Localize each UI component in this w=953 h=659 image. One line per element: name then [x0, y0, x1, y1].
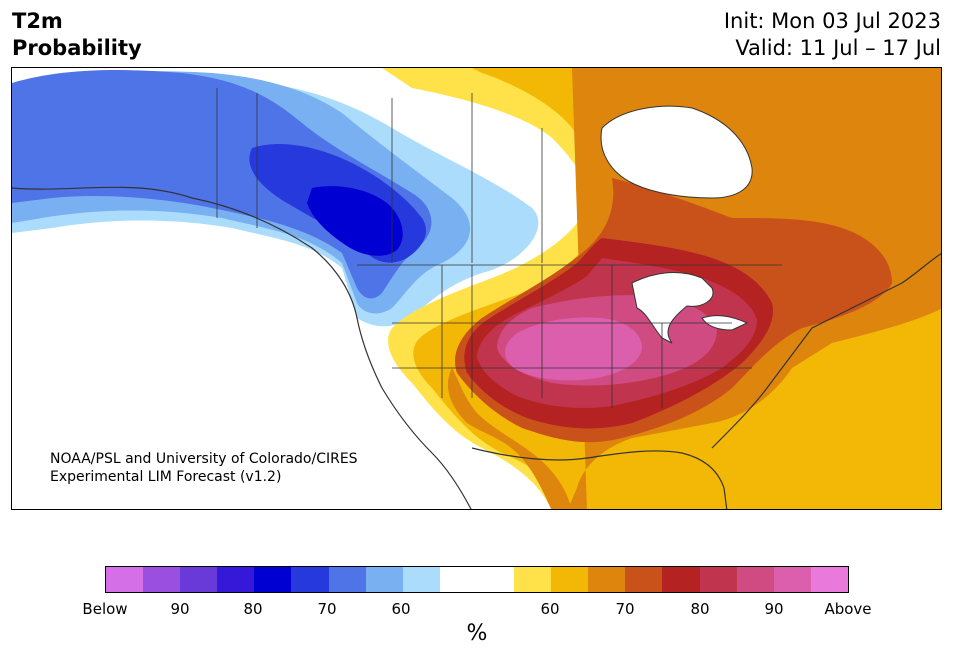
colorbar-tick-label: 60 — [391, 600, 411, 618]
map-title: T2m Probability — [12, 8, 142, 62]
colorbar-tick-label: 60 — [540, 600, 560, 618]
probability-colorbar — [105, 566, 849, 593]
colorbar-segment — [699, 567, 737, 592]
probability-map: NOAA/PSL and University of Colorado/CIRE… — [11, 67, 942, 510]
colorbar-segment — [662, 567, 700, 592]
gulf-coastline — [471, 447, 728, 509]
great-lakes — [631, 272, 749, 344]
colorbar-unit: % — [466, 621, 488, 646]
colorbar-tick-label: 80 — [243, 600, 263, 618]
credit-line-1: NOAA/PSL and University of Colorado/CIRE… — [50, 451, 358, 467]
forecast-dates: Init: Mon 03 Jul 2023 Valid: 11 Jul – 17… — [724, 8, 941, 62]
colorbar-segment — [514, 567, 552, 592]
title-product: Probability — [12, 36, 142, 60]
colorbar-tick-label: 70 — [615, 600, 635, 618]
colorbar-segment — [551, 567, 589, 592]
colorbar-segment — [810, 567, 848, 592]
colorbar-tick-label: Above — [824, 600, 872, 618]
colorbar-segment — [439, 567, 477, 592]
prob-below-70-inner — [12, 70, 432, 299]
colorbar-segment — [402, 567, 440, 592]
colorbar-segment — [106, 567, 144, 592]
title-variable: T2m — [12, 9, 63, 33]
pacific-coastline — [12, 186, 472, 509]
prob-below-90 — [307, 186, 403, 256]
colorbar-segment — [625, 567, 663, 592]
colorbar-tick-label: Below — [82, 600, 128, 618]
valid-range: Valid: 11 Jul – 17 Jul — [735, 36, 941, 60]
colorbar-segment — [476, 567, 515, 592]
prob-above-95 — [504, 317, 642, 381]
init-date: Init: Mon 03 Jul 2023 — [723, 9, 941, 33]
colorbar-segment — [254, 567, 292, 592]
colorbar-segment — [588, 567, 626, 592]
colorbar-segment — [217, 567, 255, 592]
colorbar-tick-label: 80 — [690, 600, 710, 618]
map-canvas — [12, 68, 941, 509]
colorbar-segment — [365, 567, 403, 592]
colorbar-tick-label: 70 — [317, 600, 337, 618]
hudson-bay — [600, 105, 753, 199]
atlantic-coastline — [711, 252, 941, 449]
colorbar-segment — [180, 567, 218, 592]
colorbar-segment — [143, 567, 181, 592]
colorbar-tick-label: 90 — [170, 600, 190, 618]
credit-line-2: Experimental LIM Forecast (v1.2) — [50, 469, 282, 485]
colorbar-segment — [291, 567, 329, 592]
map-credit: NOAA/PSL and University of Colorado/CIRE… — [50, 450, 358, 486]
colorbar-segment — [736, 567, 774, 592]
colorbar-segment — [328, 567, 366, 592]
colorbar-tick-label: 90 — [764, 600, 784, 618]
political-borders — [216, 88, 782, 408]
colorbar-segment — [773, 567, 811, 592]
